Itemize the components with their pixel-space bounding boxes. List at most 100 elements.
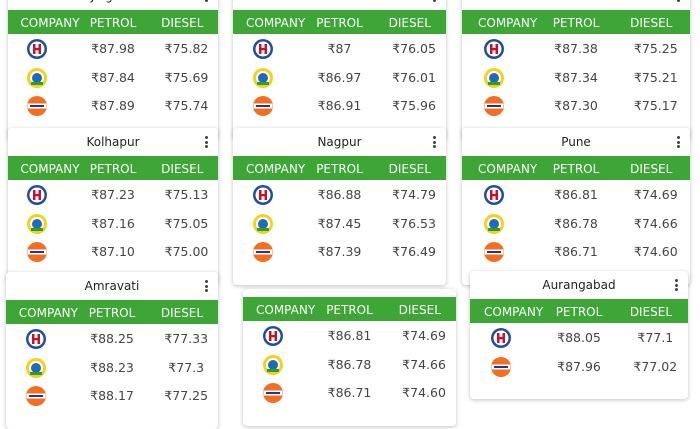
column-header: COMPANY [20,162,80,176]
petrol-price: ₹86.81 [327,328,372,343]
menu-icon[interactable] [205,136,208,150]
column-header: COMPANY [478,16,538,30]
diesel-price: ₹74.69 [633,187,678,202]
column-header: PETROL [552,16,600,30]
company-logo [25,357,47,379]
column-header: PETROL [552,162,600,176]
company-logo [483,213,505,235]
diesel-price: ₹74.79 [392,187,436,202]
column-header: DIESEL [161,16,204,30]
column-header: PETROL [89,16,137,30]
column-header: DIESEL [161,162,204,176]
card: Pune COMPANY PETROL DIESEL ₹86.81 ₹74.69 ₹86.7… [462,128,690,285]
menu-icon[interactable] [205,280,208,294]
diesel-price: ₹75.96 [392,98,436,113]
table-header: COMPANY PETROL DIESEL [462,10,690,34]
table-header: COMPANY PETROL DIESEL [8,10,218,34]
diesel-price: ₹76.53 [392,215,436,231]
diesel-price: ₹77.1 [637,330,674,345]
column-header: COMPANY [18,306,78,320]
company-logo [252,67,274,89]
menu-icon[interactable] [675,279,678,293]
petrol-price: ₹87.89 [91,98,135,113]
petrol-price: ₹87.38 [554,41,598,56]
column-header: PETROL [88,306,136,320]
card: Kolhapur COMPANY PETROL DIESEL ₹87.23 ₹75.13 ₹… [8,128,218,285]
column-header: COMPANY [484,305,544,319]
column-header: COMPANY [478,162,538,176]
column-header: COMPANY [256,303,316,317]
diesel-price: ₹75.74 [164,98,209,113]
column-header: DIESEL [388,162,431,176]
menu-icon[interactable] [433,136,436,150]
card: Nagpur COMPANY PETROL DIESEL ₹86.88 ₹74.79 ₹87… [233,128,446,285]
card-title: Jalgaon [8,0,218,3]
diesel-price: ₹75.69 [164,69,209,85]
company-logo [483,184,505,206]
diesel-price: ₹74.66 [402,356,446,372]
menu-icon[interactable] [677,136,680,150]
company-logo [26,241,48,263]
company-logo [483,241,505,263]
column-header: COMPANY [246,16,306,30]
card-title: Aurangabad [542,278,616,292]
diesel-price: ₹75.17 [633,98,678,113]
diesel-price: ₹74.60 [633,244,678,259]
column-header: PETROL [316,162,363,176]
card: Jalgaon COMPANY PETROL DIESEL ₹87.98 ₹75.82 ₹8… [8,0,218,139]
diesel-price: ₹77.3 [168,359,205,375]
card-title: Nagpur [317,135,362,149]
company-logo [252,213,274,235]
company-logo [26,184,48,206]
company-logo [262,382,284,404]
menu-icon[interactable] [205,0,208,4]
column-header: COMPANY [246,162,306,176]
petrol-price: ₹87.10 [91,244,135,259]
column-header: DIESEL [629,305,673,319]
company-logo [483,38,505,60]
card: Aurangabad COMPANY PETROL DIESEL ₹88.05 ₹77.1… [470,271,688,399]
company-logo [490,356,512,378]
petrol-price: ₹86.71 [327,385,372,400]
column-header: DIESEL [160,306,204,320]
company-logo [25,328,47,350]
petrol-price: ₹87.23 [91,187,135,202]
company-logo [262,325,284,347]
diesel-price: ₹74.69 [402,328,446,343]
column-header: DIESEL [398,303,441,317]
column-header: DIESEL [630,162,673,176]
card: Mumbai COMPANY PETROL DIESEL ₹87 ₹76.05 ₹86.97… [233,0,446,139]
company-logo [483,95,505,117]
company-logo [26,213,48,235]
diesel-price: ₹75.82 [164,41,209,56]
petrol-price: ₹86.71 [554,244,598,259]
card: Amravati COMPANY PETROL DIESEL ₹88.25 ₹77.33 ₹… [6,272,218,429]
menu-icon[interactable] [677,0,680,4]
diesel-price: ₹75.13 [164,187,209,202]
company-logo [252,38,274,60]
petrol-price: ₹87.84 [91,69,135,85]
petrol-price: ₹88.25 [90,331,134,346]
company-logo [26,67,48,89]
petrol-price: ₹86.81 [554,187,598,202]
company-logo [262,354,284,376]
petrol-price: ₹86.88 [317,187,362,202]
petrol-price: ₹86.97 [317,69,362,85]
petrol-price: ₹86.78 [554,215,598,231]
diesel-price: ₹76.01 [392,69,436,85]
column-header: PETROL [326,303,373,317]
petrol-price: ₹88.17 [90,388,134,403]
company-logo [490,327,512,349]
table-header: COMPANY PETROL DIESEL [243,297,456,321]
diesel-price: ₹77.02 [633,358,678,374]
menu-icon[interactable] [433,0,436,4]
table-header: COMPANY PETROL DIESEL [470,299,688,323]
diesel-price: ₹76.05 [392,41,436,56]
table-header: COMPANY PETROL DIESEL [8,156,218,180]
petrol-price: ₹87.98 [91,41,135,56]
diesel-price: ₹75.21 [633,69,678,85]
page: {"columns": ["COMPANY", "PETROL", "DIESE… [6,0,690,406]
diesel-price: ₹76.49 [392,244,436,259]
petrol-price: ₹87.30 [554,98,598,113]
card-title: Nashik [462,0,690,3]
